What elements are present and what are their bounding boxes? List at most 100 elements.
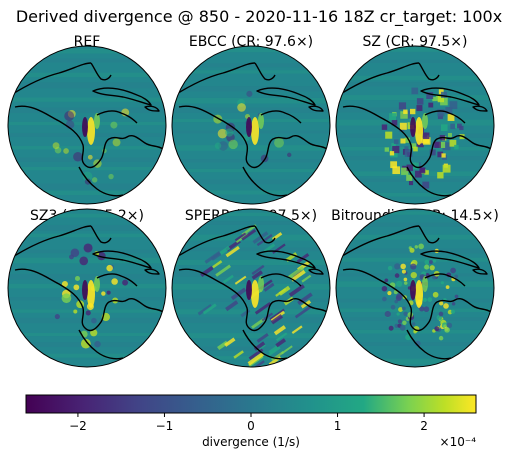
artifact-block [437, 151, 444, 158]
artifact-stripe [275, 338, 287, 348]
artifact-block [412, 162, 419, 170]
coastline [96, 273, 138, 287]
artifact-block [393, 139, 399, 144]
artifact-spot [399, 325, 406, 331]
artifact-block [391, 143, 396, 148]
field-band [336, 342, 494, 346]
artifact-spot [429, 265, 435, 271]
artifact-spot [432, 259, 437, 263]
artifact-spot [52, 142, 60, 150]
panel-bitrounding: Bitrounding (CR: 14.5×) [331, 208, 499, 376]
field-band [8, 157, 166, 162]
artifact-spot [94, 340, 101, 348]
coastlines [338, 62, 492, 197]
colorbar-tick-label: 2 [420, 419, 428, 433]
field-band [8, 213, 166, 218]
artifact-block [385, 131, 393, 139]
artifact-block [450, 123, 456, 130]
signal-mid [94, 113, 100, 129]
artifact-spot [394, 299, 399, 304]
coastlines [174, 225, 328, 360]
field-band [336, 371, 494, 376]
panel-sz3: SZ3 (CR: 95.2×) [7, 208, 167, 368]
island [308, 268, 324, 275]
artifact-spot [106, 290, 111, 295]
field-band [172, 346, 330, 351]
artifact-stripe [270, 314, 284, 325]
coastline [342, 268, 492, 332]
coastline [178, 105, 328, 169]
field-band [172, 179, 330, 185]
artifact-spot [446, 322, 453, 329]
artifact-stripe [301, 274, 312, 283]
artifact-spot [274, 137, 284, 148]
artifact-spot [450, 267, 456, 274]
field-band [172, 168, 330, 173]
artifact-spot [73, 309, 78, 314]
artifact-spot [80, 338, 91, 349]
artifact-block [416, 105, 423, 112]
artifact-block [434, 141, 441, 148]
artifact-spot [74, 275, 81, 281]
artifact-spot [403, 277, 408, 282]
artifact-spot [237, 103, 246, 112]
artifact-spot [73, 284, 80, 291]
artifact-block [389, 113, 397, 121]
colorbar-ticks: −2 −1 0 1 2 [69, 413, 428, 433]
field-band [172, 190, 330, 195]
field-band [172, 63, 330, 68]
artifact-stripe [287, 266, 305, 279]
coastline [178, 268, 328, 332]
artifact-block [423, 137, 431, 145]
disk-outline [7, 45, 167, 205]
artifact-block [438, 141, 446, 148]
artifact-stripe [275, 288, 287, 297]
panel-title-ebcc: EBCC (CR: 97.6×) [189, 34, 313, 50]
coastline [174, 62, 256, 96]
artifact-stripe [251, 264, 265, 276]
artifact-spot [83, 243, 93, 253]
artifact-spot [390, 304, 396, 310]
artifact-spot [54, 314, 60, 320]
field-band [336, 59, 494, 63]
artifact-block [411, 143, 417, 149]
artifact-stripe [197, 303, 213, 316]
field-band [172, 309, 330, 315]
island [472, 105, 488, 112]
field-band [8, 183, 166, 190]
artifact-spot [398, 307, 403, 312]
artifact-stripe [225, 300, 239, 312]
artifact-stripe [215, 264, 231, 277]
artifact-stripe [225, 245, 240, 258]
artifact-block [426, 92, 434, 100]
artifact-block [441, 153, 446, 158]
field-band [172, 365, 330, 367]
coastline [242, 329, 288, 360]
artifact-stripe [210, 251, 222, 261]
signal-low [82, 117, 88, 137]
artifact-block [438, 89, 444, 95]
artifact-block [416, 98, 424, 105]
artifact-spot [87, 154, 93, 160]
field-band [336, 133, 494, 138]
artifact-block [381, 124, 388, 130]
artifact-spot [428, 260, 433, 264]
artifact-spot [388, 325, 394, 331]
signal-mid [258, 113, 264, 129]
field-band [336, 257, 494, 262]
field-band [8, 146, 166, 150]
artifact-block [429, 149, 436, 156]
island [92, 87, 152, 106]
artifact-stripe [234, 232, 247, 242]
artifact-stripe [273, 325, 287, 336]
artifact-spot [61, 280, 68, 288]
signal-high [415, 117, 423, 145]
artifact-block [422, 181, 430, 189]
artifact-spot [79, 256, 89, 266]
artifact-spot [397, 319, 402, 324]
field-band [172, 270, 330, 277]
island [144, 105, 160, 112]
field-band [8, 132, 166, 137]
artifact-spot [387, 265, 393, 271]
